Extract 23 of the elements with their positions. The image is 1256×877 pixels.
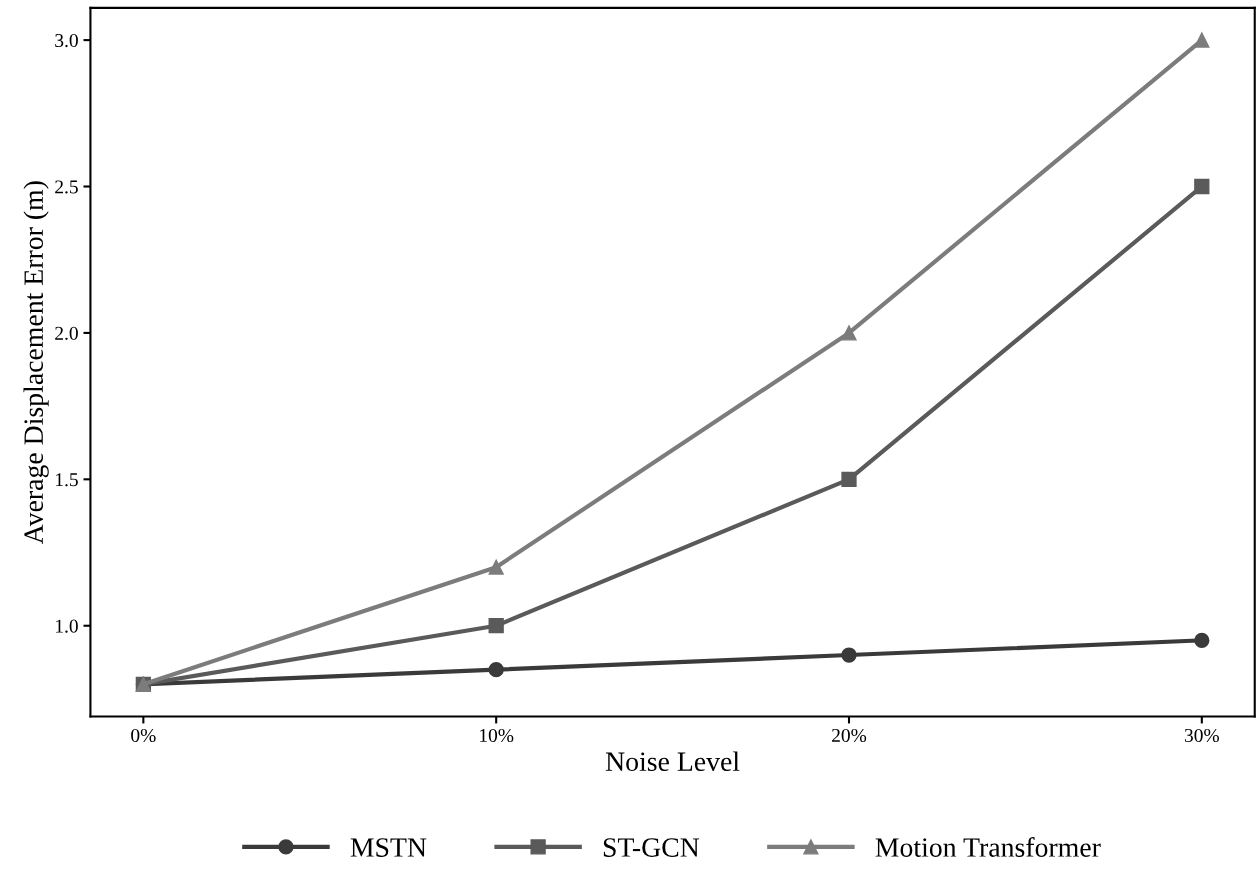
x-axis-title: Noise Level [605,751,740,772]
x-tick-label: 10% [480,728,514,743]
y-tick-label: 1.5 [56,473,78,487]
point [841,325,857,341]
y-axis-title: Average Displacement Error (m) [23,181,49,545]
point [1194,32,1210,48]
point [1194,632,1210,649]
point [841,647,857,663]
y-tick-label: 3.0 [55,33,78,48]
x-tick-label: 20% [832,728,867,743]
y-tick-label: 2.5 [55,180,78,194]
point [841,471,857,487]
point [1194,178,1210,195]
point [488,662,504,678]
point [488,559,504,575]
legend-label: ST-GCN [603,838,700,857]
x-tick-label: 30% [1184,728,1219,743]
x-tick-label: 0% [131,728,156,743]
y-tick-label: 1.0 [56,619,78,633]
y-tick-label: 2.0 [55,326,78,340]
legend-label: Motion Transformer [875,837,1101,857]
legend-label: MSTN [350,838,427,857]
point [488,618,504,634]
